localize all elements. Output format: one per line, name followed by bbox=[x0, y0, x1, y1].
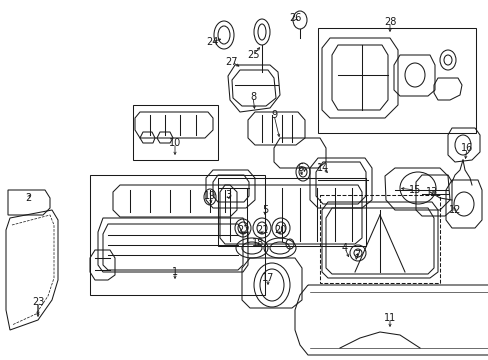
Bar bbox=[90, 175, 264, 295]
Text: 10: 10 bbox=[168, 138, 181, 148]
Text: 19: 19 bbox=[203, 191, 216, 201]
Bar bbox=[133, 105, 218, 160]
Text: 26: 26 bbox=[288, 13, 301, 23]
Text: 28: 28 bbox=[383, 17, 395, 27]
Text: 11: 11 bbox=[383, 313, 395, 323]
Text: 18: 18 bbox=[251, 238, 264, 248]
Text: 15: 15 bbox=[408, 185, 420, 195]
Text: 5: 5 bbox=[262, 205, 267, 215]
Text: 2: 2 bbox=[25, 193, 31, 203]
Bar bbox=[319, 195, 439, 283]
Text: 3: 3 bbox=[224, 190, 231, 200]
Text: 25: 25 bbox=[246, 50, 259, 60]
Text: 12: 12 bbox=[448, 205, 460, 215]
Bar bbox=[218, 178, 365, 246]
Text: 23: 23 bbox=[32, 297, 44, 307]
Text: 20: 20 bbox=[273, 225, 285, 235]
Text: 13: 13 bbox=[425, 187, 437, 197]
Text: 4: 4 bbox=[341, 243, 347, 253]
Text: 22: 22 bbox=[236, 225, 249, 235]
Text: 16: 16 bbox=[460, 143, 472, 153]
Text: 9: 9 bbox=[270, 110, 277, 120]
Text: 24: 24 bbox=[205, 37, 218, 47]
Text: 17: 17 bbox=[261, 273, 274, 283]
Text: 8: 8 bbox=[249, 92, 256, 102]
Text: 27: 27 bbox=[225, 57, 238, 67]
Text: 14: 14 bbox=[316, 163, 328, 173]
Text: 7: 7 bbox=[353, 250, 359, 260]
Bar bbox=[317, 28, 475, 133]
Text: 21: 21 bbox=[255, 225, 267, 235]
Text: 1: 1 bbox=[172, 267, 178, 277]
Text: 6: 6 bbox=[296, 163, 303, 173]
